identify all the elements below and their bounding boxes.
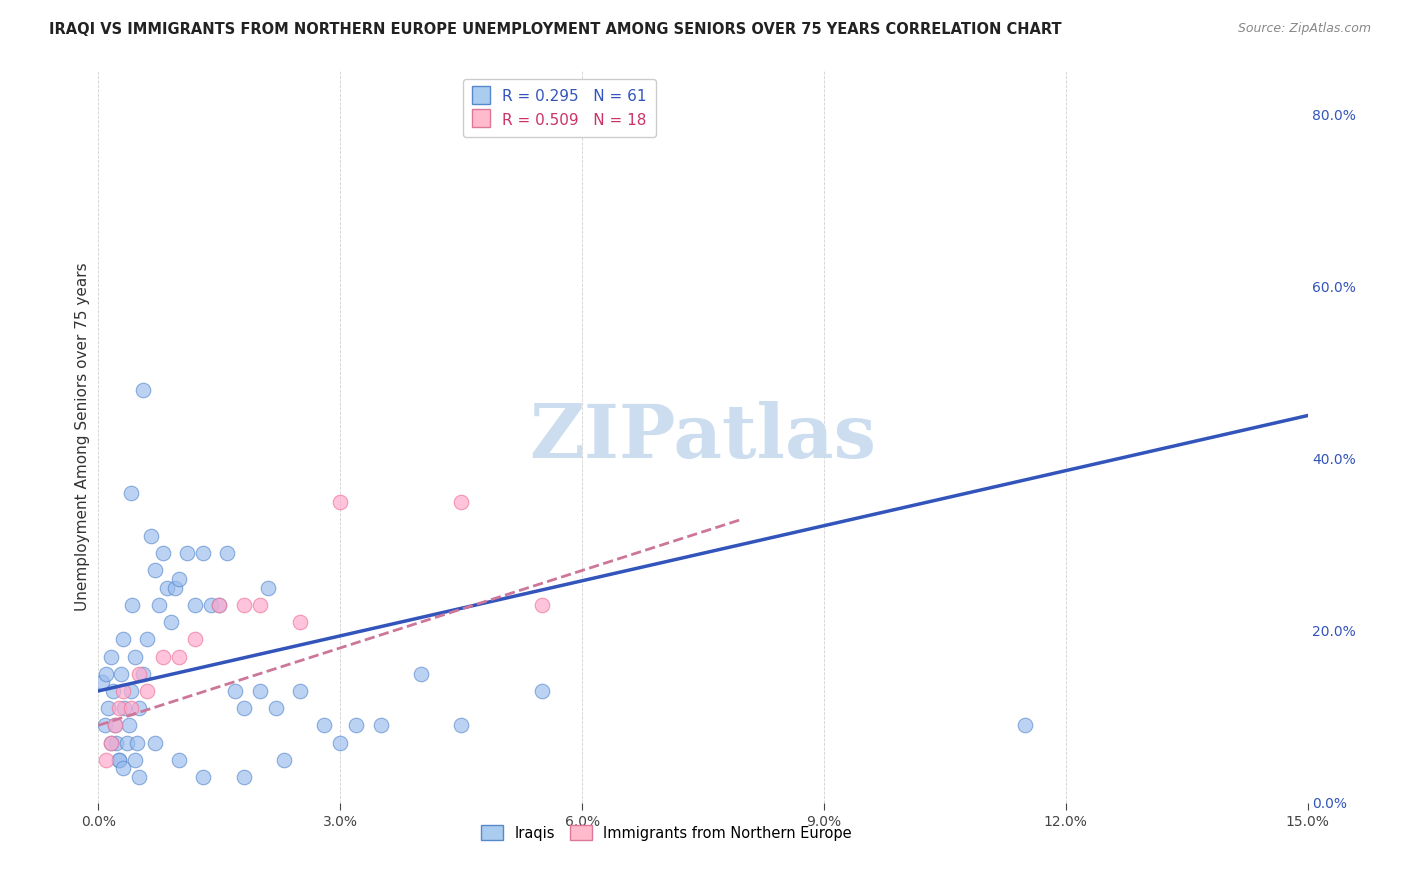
- Point: [264, 701, 287, 715]
- Point: [96, 753, 118, 767]
- Point: [184, 598, 207, 612]
- Point: [163, 581, 186, 595]
- Point: [450, 718, 472, 732]
- Point: [232, 598, 254, 612]
- Point: [100, 735, 122, 749]
- Point: [152, 546, 174, 560]
- Point: [152, 649, 174, 664]
- Point: [139, 529, 162, 543]
- Point: [121, 598, 143, 612]
- Point: [120, 701, 142, 715]
- Point: [370, 718, 392, 732]
- Point: [156, 581, 179, 595]
- Point: [100, 735, 122, 749]
- Point: [208, 598, 231, 612]
- Point: [132, 666, 155, 681]
- Point: [128, 666, 150, 681]
- Point: [103, 718, 125, 732]
- Point: [110, 666, 132, 681]
- Point: [160, 615, 183, 629]
- Point: [124, 649, 146, 664]
- Point: [101, 684, 124, 698]
- Point: [530, 598, 553, 612]
- Point: [127, 735, 149, 749]
- Point: [409, 666, 432, 681]
- Point: [118, 718, 141, 732]
- Text: ZIPatlas: ZIPatlas: [530, 401, 876, 474]
- Point: [273, 753, 295, 767]
- Point: [143, 564, 166, 578]
- Point: [111, 684, 134, 698]
- Point: [103, 718, 125, 732]
- Point: [135, 684, 157, 698]
- Point: [167, 572, 190, 586]
- Point: [135, 632, 157, 647]
- Point: [450, 494, 472, 508]
- Point: [167, 753, 190, 767]
- Point: [148, 598, 170, 612]
- Point: [143, 735, 166, 749]
- Point: [288, 684, 311, 698]
- Point: [288, 615, 311, 629]
- Point: [167, 649, 190, 664]
- Point: [107, 701, 129, 715]
- Point: [94, 718, 117, 732]
- Point: [249, 684, 271, 698]
- Point: [107, 753, 129, 767]
- Point: [232, 770, 254, 784]
- Y-axis label: Unemployment Among Seniors over 75 years: Unemployment Among Seniors over 75 years: [75, 263, 90, 611]
- Text: IRAQI VS IMMIGRANTS FROM NORTHERN EUROPE UNEMPLOYMENT AMONG SENIORS OVER 75 YEAR: IRAQI VS IMMIGRANTS FROM NORTHERN EUROPE…: [49, 22, 1062, 37]
- Point: [314, 718, 336, 732]
- Point: [224, 684, 246, 698]
- Point: [249, 598, 271, 612]
- Point: [193, 770, 215, 784]
- Point: [100, 649, 122, 664]
- Legend: Iraqis, Immigrants from Northern Europe: Iraqis, Immigrants from Northern Europe: [475, 820, 858, 847]
- Point: [1014, 718, 1036, 732]
- Point: [132, 383, 155, 397]
- Point: [128, 770, 150, 784]
- Text: Source: ZipAtlas.com: Source: ZipAtlas.com: [1237, 22, 1371, 36]
- Point: [217, 546, 239, 560]
- Point: [120, 684, 142, 698]
- Point: [112, 701, 135, 715]
- Point: [111, 761, 134, 775]
- Point: [530, 684, 553, 698]
- Point: [329, 735, 352, 749]
- Point: [200, 598, 222, 612]
- Point: [124, 753, 146, 767]
- Point: [193, 546, 215, 560]
- Point: [111, 632, 134, 647]
- Point: [128, 701, 150, 715]
- Point: [184, 632, 207, 647]
- Point: [176, 546, 198, 560]
- Point: [208, 598, 231, 612]
- Point: [120, 486, 142, 500]
- Point: [256, 581, 278, 595]
- Point: [107, 753, 129, 767]
- Point: [344, 718, 367, 732]
- Point: [97, 701, 120, 715]
- Point: [91, 675, 114, 690]
- Point: [96, 666, 118, 681]
- Point: [232, 701, 254, 715]
- Point: [115, 735, 138, 749]
- Point: [105, 735, 128, 749]
- Point: [329, 494, 352, 508]
